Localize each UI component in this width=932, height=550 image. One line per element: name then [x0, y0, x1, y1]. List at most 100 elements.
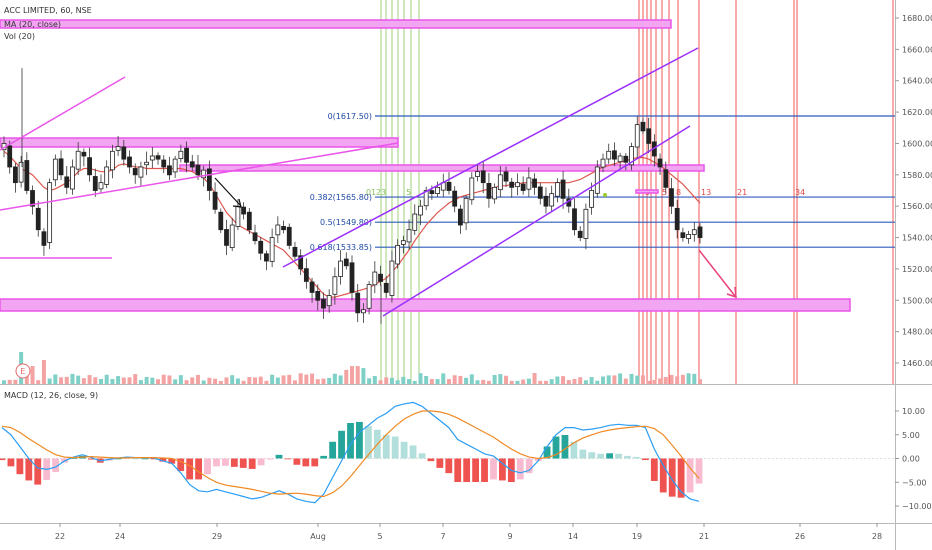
candle-body[interactable]: [623, 155, 629, 163]
candle-body[interactable]: [235, 205, 241, 227]
candle-body[interactable]: [674, 208, 680, 231]
candle-body[interactable]: [98, 182, 104, 190]
candle-body[interactable]: [224, 229, 229, 246]
candle-body[interactable]: [691, 229, 697, 235]
candle-body[interactable]: [212, 191, 218, 210]
candle-body[interactable]: [252, 232, 258, 242]
candle-body[interactable]: [612, 150, 617, 160]
candle-body[interactable]: [457, 208, 463, 226]
candle-body[interactable]: [583, 208, 589, 239]
candle-body[interactable]: [201, 169, 207, 179]
candle-body[interactable]: [184, 147, 189, 163]
support-zone-1500[interactable]: [0, 298, 851, 312]
candle-body[interactable]: [617, 155, 623, 163]
candle-body[interactable]: [321, 298, 326, 309]
candle-body[interactable]: [446, 181, 452, 191]
candle-body[interactable]: [115, 146, 121, 151]
candle-body[interactable]: [326, 295, 332, 307]
candle-body[interactable]: [298, 255, 304, 270]
candle-body[interactable]: [258, 240, 264, 254]
candle-body[interactable]: [372, 271, 378, 286]
earnings-marker[interactable]: [15, 363, 31, 379]
candle-body[interactable]: [343, 258, 349, 267]
candle-body[interactable]: [429, 190, 435, 195]
candle-body[interactable]: [606, 150, 612, 160]
candle-body[interactable]: [355, 292, 361, 314]
candle-body[interactable]: [577, 230, 583, 238]
candle-body[interactable]: [172, 158, 178, 173]
candle-body[interactable]: [58, 158, 64, 176]
candle-body[interactable]: [64, 176, 70, 188]
candle-body[interactable]: [13, 166, 18, 184]
candle-body[interactable]: [594, 166, 600, 194]
candle-body[interactable]: [218, 211, 224, 231]
candle-body[interactable]: [178, 150, 184, 159]
candle-body[interactable]: [554, 182, 560, 197]
small-zone[interactable]: [635, 189, 659, 194]
candle-body[interactable]: [104, 166, 110, 185]
candle-body[interactable]: [229, 224, 235, 249]
resistance-zone-top[interactable]: [0, 19, 672, 29]
candle-body[interactable]: [497, 174, 503, 191]
candle-body[interactable]: [435, 186, 440, 194]
candle-body[interactable]: [526, 177, 532, 190]
candle-body[interactable]: [463, 197, 469, 224]
candle-body[interactable]: [132, 168, 138, 176]
candle-body[interactable]: [109, 150, 115, 171]
candle-body[interactable]: [697, 226, 703, 238]
candle-body[interactable]: [338, 260, 343, 277]
candle-body[interactable]: [515, 182, 520, 188]
candle-body[interactable]: [418, 205, 423, 216]
candle-body[interactable]: [423, 190, 429, 207]
candle-body[interactable]: [149, 155, 155, 161]
candle-body[interactable]: [395, 244, 401, 265]
candle-body[interactable]: [303, 268, 309, 282]
candle-body[interactable]: [70, 166, 75, 190]
candle-body[interactable]: [349, 262, 355, 293]
signal-line[interactable]: [1, 410, 700, 498]
channel-lower-line[interactable]: [382, 125, 691, 317]
candle-body[interactable]: [549, 193, 555, 207]
candle-body[interactable]: [657, 158, 663, 168]
candle-body[interactable]: [206, 168, 212, 191]
candle-body[interactable]: [572, 208, 577, 231]
candle-body[interactable]: [41, 231, 47, 246]
candle-body[interactable]: [7, 145, 13, 168]
candle-body[interactable]: [634, 124, 640, 148]
candle-body[interactable]: [412, 213, 418, 231]
channel-upper-line[interactable]: [282, 47, 699, 268]
candle-body[interactable]: [144, 161, 150, 166]
candle-body[interactable]: [532, 178, 537, 188]
candle-body[interactable]: [600, 158, 606, 168]
target-arrow[interactable]: [698, 249, 736, 297]
candle-body[interactable]: [309, 281, 315, 293]
candle-body[interactable]: [127, 156, 132, 168]
candle-body[interactable]: [281, 226, 286, 231]
candle-body[interactable]: [492, 186, 498, 200]
candle-body[interactable]: [383, 282, 389, 293]
candle-body[interactable]: [520, 183, 526, 191]
candle-body[interactable]: [81, 151, 87, 157]
candle-body[interactable]: [486, 182, 492, 199]
candle-body[interactable]: [286, 226, 292, 246]
candle-body[interactable]: [18, 161, 24, 183]
candle-body[interactable]: [75, 150, 81, 170]
candle-body[interactable]: [669, 188, 674, 207]
candle-body[interactable]: [646, 128, 652, 144]
candle-body[interactable]: [378, 273, 383, 282]
candle-body[interactable]: [640, 121, 646, 132]
candle-body[interactable]: [87, 157, 92, 176]
candle-body[interactable]: [332, 276, 338, 295]
candle-body[interactable]: [400, 240, 406, 245]
candle-body[interactable]: [469, 177, 475, 201]
candle-body[interactable]: [269, 237, 275, 262]
candle-body[interactable]: [155, 155, 161, 160]
candle-body[interactable]: [52, 158, 58, 181]
candle-body[interactable]: [246, 211, 252, 231]
candle-body[interactable]: [509, 181, 515, 188]
candle-body[interactable]: [475, 171, 480, 177]
candle-body[interactable]: [680, 232, 686, 238]
candle-body[interactable]: [292, 246, 298, 257]
